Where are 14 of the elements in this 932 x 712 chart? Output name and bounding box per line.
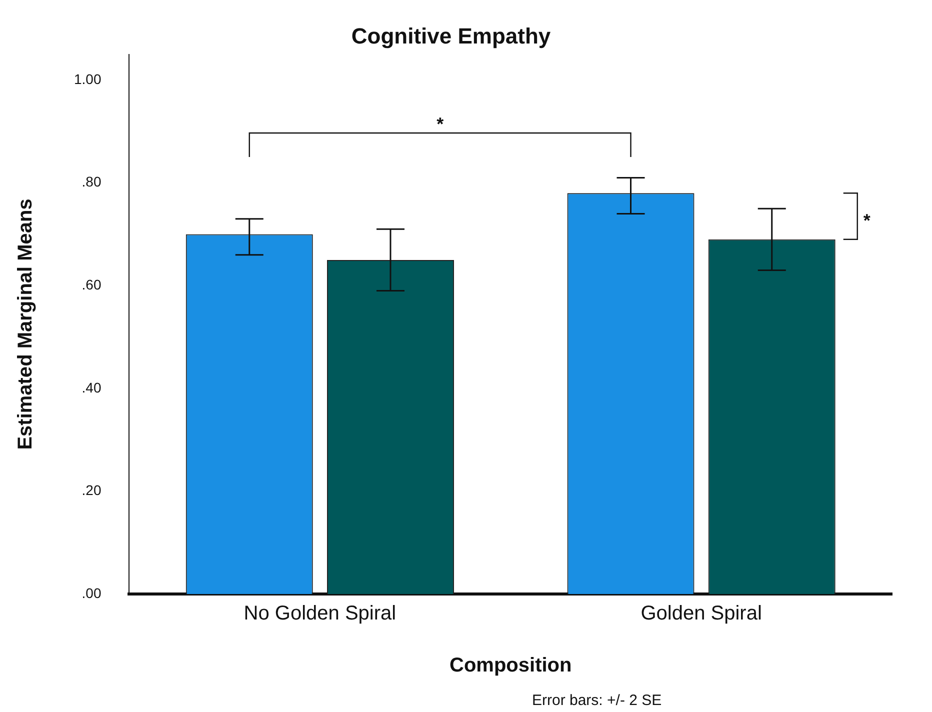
y-tick-label: .20 bbox=[82, 482, 102, 498]
y-tick-label: .60 bbox=[82, 276, 102, 293]
chart-title: Cognitive Empathy bbox=[351, 23, 552, 48]
x-tick-label: No Golden Spiral bbox=[244, 602, 396, 625]
x-axis-title: Composition bbox=[450, 654, 572, 677]
y-tick-label: 1.00 bbox=[74, 70, 102, 87]
y-tick-label: .00 bbox=[82, 584, 102, 601]
x-tick-label: Golden Spiral bbox=[640, 602, 762, 625]
text: Error bars: +/- 2 SE bbox=[532, 692, 662, 709]
annotation: * bbox=[863, 210, 870, 230]
y-axis-title: Estimated Marginal Means bbox=[14, 198, 37, 450]
annotation: * bbox=[436, 114, 444, 134]
y-tick-label: .40 bbox=[82, 379, 102, 396]
y-tick-label: .80 bbox=[82, 174, 102, 190]
